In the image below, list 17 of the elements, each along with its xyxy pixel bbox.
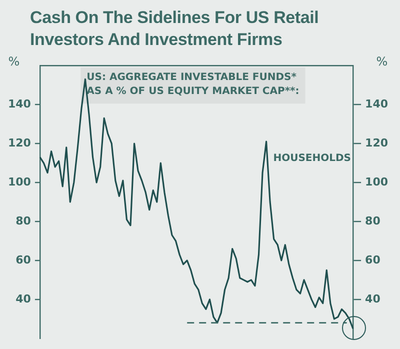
y-tick-label: 140: [8, 97, 32, 110]
y2-tick-label: 60: [365, 253, 381, 266]
y-tick-label: 60: [16, 253, 32, 266]
y2-axis-title: %: [376, 54, 388, 69]
y2-tick-label: 140: [365, 97, 388, 110]
annotation: US: AGGREGATE INVESTABLE FUNDS* AS A % OF US EQUITY MARKET CAP**:: [86, 72, 300, 98]
y2-tick-label: 100: [365, 175, 388, 188]
y-tick-label: 100: [8, 175, 32, 188]
y-tick-label: 120: [8, 136, 32, 150]
y2-tick-label: 120: [365, 136, 388, 150]
y-tick-label: 80: [16, 214, 32, 228]
y-tick-label: 40: [16, 292, 32, 306]
y-axis-title: %: [8, 54, 20, 69]
y2-tick-label: 80: [365, 214, 381, 228]
series-label: HOUSEHOLDS: [273, 153, 351, 164]
chart-title: Cash On The Sidelines For US Retail Investors And Investment Firms: [30, 7, 320, 51]
y2-tick-label: 40: [365, 292, 381, 306]
